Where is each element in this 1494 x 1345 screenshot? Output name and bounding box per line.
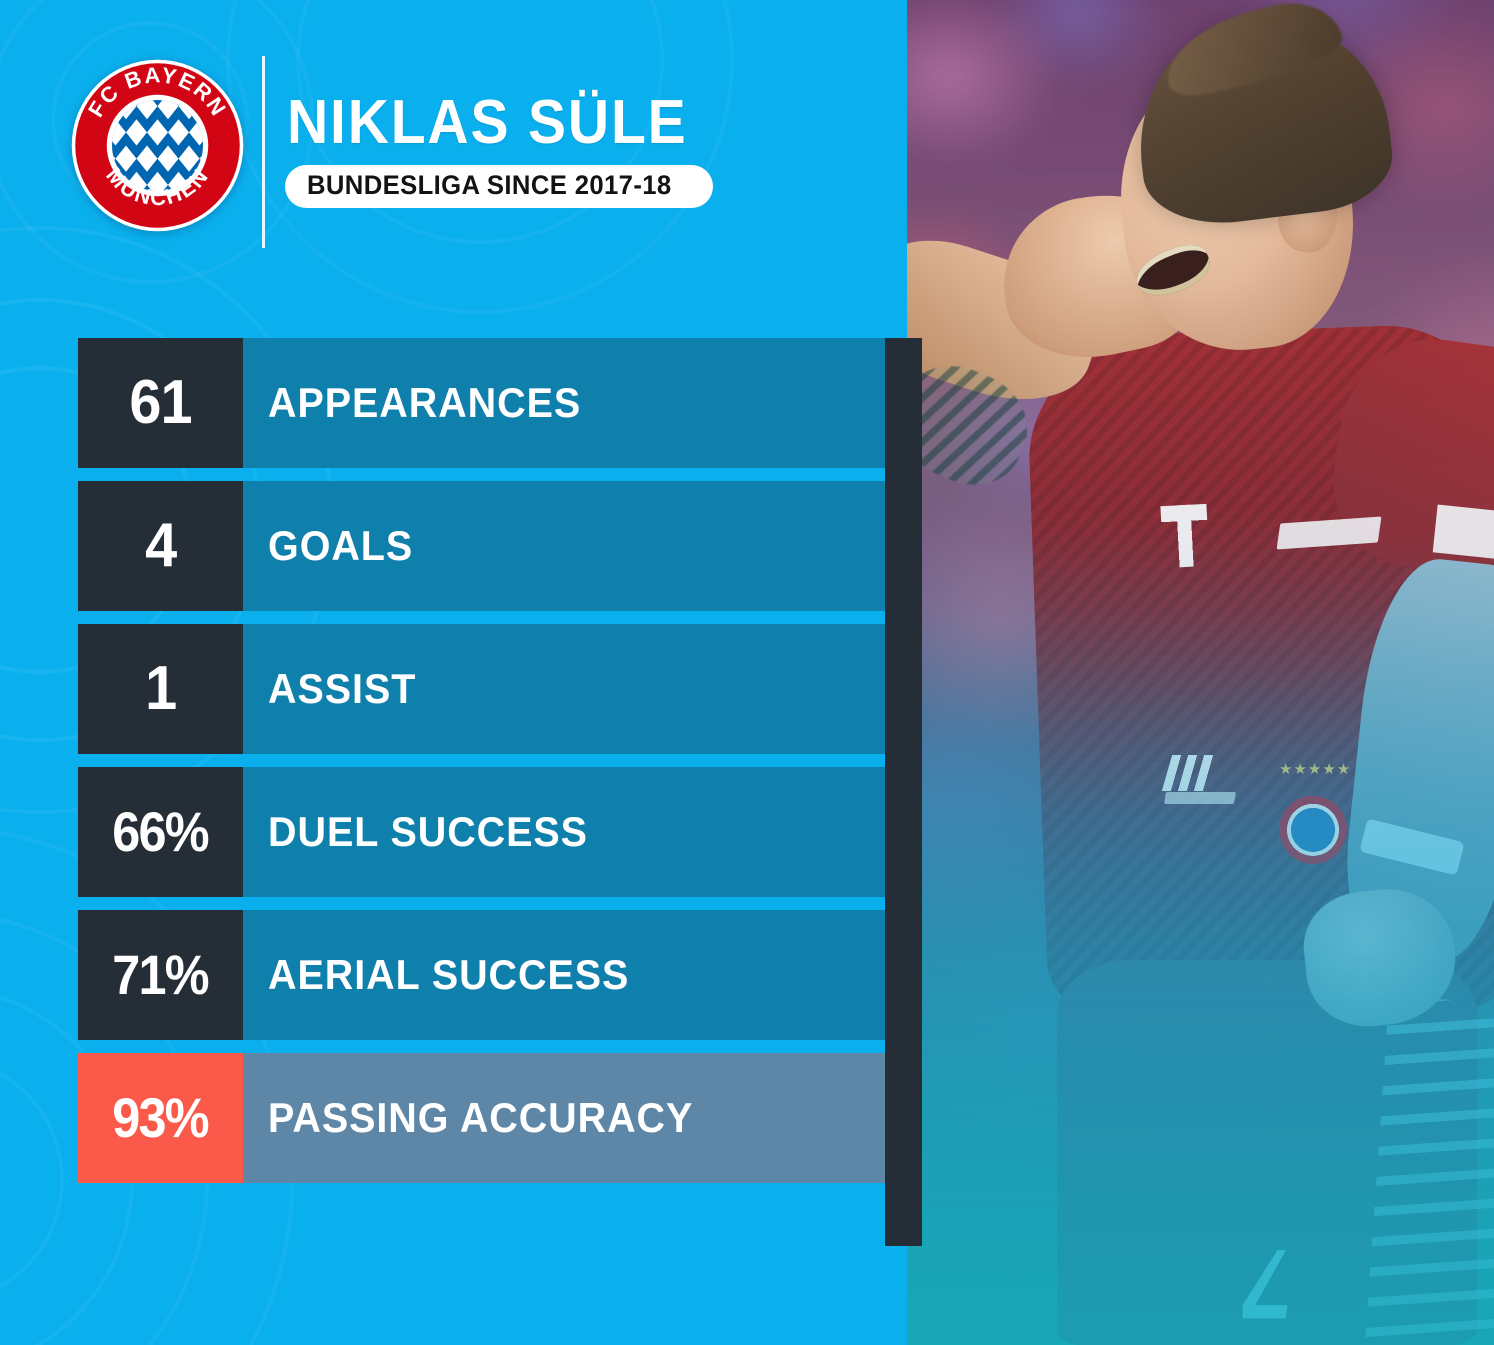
stat-row: 93% PASSING ACCURACY [78,1053,885,1183]
stat-value: 66% [112,800,210,863]
photo-color-overlay [907,0,1494,1345]
stat-value-box: 66% [78,767,243,897]
stat-row: 4 GOALS [78,481,885,611]
stats-panel-edge [885,338,922,1246]
stats-list: 61 APPEARANCES 4 GOALS 1 ASSIST 66% DUEL SUCCES… [78,338,885,1196]
stat-row: 71% AERIAL SUCCESS [78,910,885,1040]
stat-value-box: 71% [78,910,243,1040]
stat-label: AERIAL SUCCESS [268,951,630,998]
player-photo: ★★★★★ [907,0,1494,1345]
stat-label: PASSING ACCURACY [268,1094,694,1141]
stat-value-box: 4 [78,481,243,611]
stat-label: ASSIST [268,665,417,712]
stat-label: APPEARANCES [268,379,582,426]
stat-value: 61 [129,368,192,437]
stat-label: GOALS [268,522,414,569]
stat-row: 66% DUEL SUCCESS [78,767,885,897]
stat-value-box: 61 [78,338,243,468]
page-title: NIKLAS SÜLE [287,88,688,157]
stats-panel: 61 APPEARANCES 4 GOALS 1 ASSIST 66% DUEL SUCCES… [78,338,922,1246]
stat-label: DUEL SUCCESS [268,808,588,855]
stat-row: 61 APPEARANCES [78,338,885,468]
photo-color-overlay-secondary [907,0,1494,1345]
fc-bayern-crest-icon: FC BAYERN MÜNCHEN [70,58,245,233]
stat-value: 1 [144,654,177,723]
stat-row: 1 ASSIST [78,624,885,754]
stat-value-box: 1 [78,624,243,754]
subtitle-text: BUNDESLIGA SINCE 2017-18 [307,170,672,200]
header-divider [262,56,265,248]
stat-value-box: 93% [78,1053,243,1183]
stat-value: 71% [112,943,210,1006]
stat-value: 4 [144,511,177,580]
stat-value: 93% [112,1086,210,1149]
header: FC BAYERN MÜNCHEN NIKLAS SÜLE BUNDESLIGA… [0,0,907,300]
subtitle-badge: BUNDESLIGA SINCE 2017-18 [285,165,713,208]
